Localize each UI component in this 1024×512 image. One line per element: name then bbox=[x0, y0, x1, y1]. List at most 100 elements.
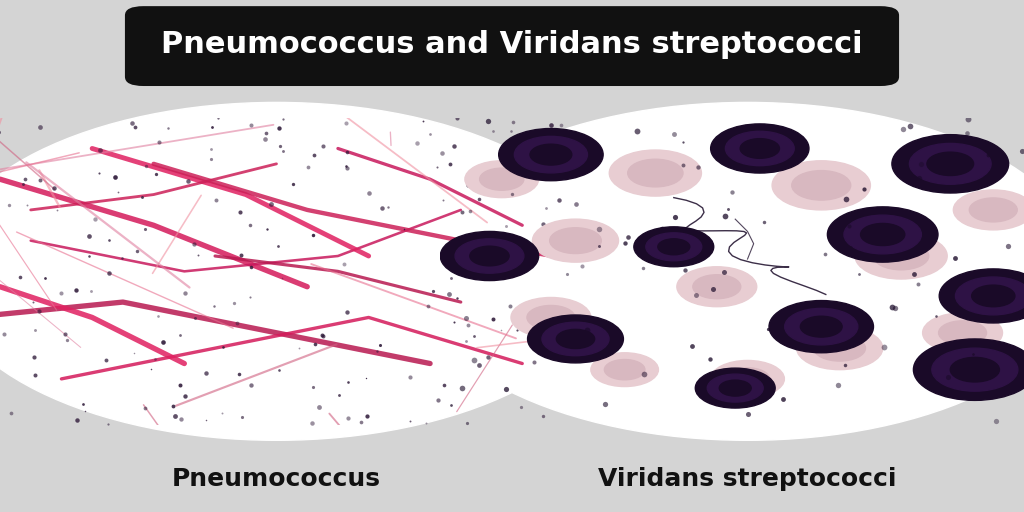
Point bbox=[418, 419, 434, 428]
Circle shape bbox=[725, 368, 770, 390]
Point bbox=[242, 221, 258, 229]
Point bbox=[462, 207, 478, 216]
Circle shape bbox=[769, 301, 873, 353]
Point bbox=[339, 308, 355, 316]
Text: Pneumococcus: Pneumococcus bbox=[172, 467, 381, 490]
Point bbox=[454, 383, 470, 392]
Point bbox=[243, 121, 259, 130]
Point bbox=[101, 236, 118, 244]
Circle shape bbox=[913, 339, 1024, 400]
Point bbox=[851, 270, 867, 279]
Point bbox=[717, 211, 733, 220]
Point bbox=[429, 396, 445, 404]
Point bbox=[503, 126, 519, 135]
Point bbox=[176, 289, 193, 297]
Point bbox=[339, 148, 355, 157]
Point bbox=[203, 144, 219, 153]
Point bbox=[436, 380, 453, 389]
Point bbox=[186, 313, 203, 322]
Point bbox=[591, 242, 607, 250]
Point bbox=[443, 273, 460, 282]
Point bbox=[138, 162, 155, 170]
Point bbox=[147, 355, 164, 364]
Point bbox=[339, 163, 355, 172]
FancyBboxPatch shape bbox=[125, 6, 899, 86]
Point bbox=[794, 145, 810, 153]
Point bbox=[688, 290, 705, 298]
Point bbox=[466, 332, 482, 340]
Point bbox=[654, 224, 671, 232]
Circle shape bbox=[479, 168, 524, 190]
Point bbox=[357, 374, 374, 382]
Point bbox=[616, 239, 633, 247]
Point bbox=[928, 226, 944, 234]
Point bbox=[591, 225, 607, 233]
Point bbox=[493, 326, 509, 334]
Point bbox=[629, 126, 645, 135]
Point bbox=[1022, 142, 1024, 150]
Point bbox=[543, 121, 559, 129]
Point bbox=[459, 175, 475, 183]
Circle shape bbox=[719, 380, 752, 396]
Point bbox=[32, 123, 48, 131]
Circle shape bbox=[542, 322, 609, 356]
Point bbox=[372, 340, 388, 349]
Point bbox=[838, 195, 854, 203]
Point bbox=[52, 289, 69, 297]
Circle shape bbox=[0, 102, 614, 440]
Point bbox=[136, 225, 153, 233]
Point bbox=[179, 177, 196, 185]
Point bbox=[1021, 374, 1024, 382]
Point bbox=[69, 286, 85, 294]
Circle shape bbox=[772, 161, 870, 210]
Point bbox=[87, 215, 103, 223]
Circle shape bbox=[410, 102, 1024, 440]
Point bbox=[460, 321, 476, 329]
Point bbox=[535, 412, 551, 420]
Point bbox=[134, 193, 151, 201]
Point bbox=[499, 385, 515, 393]
Point bbox=[353, 418, 370, 426]
Point bbox=[291, 344, 307, 352]
Circle shape bbox=[953, 190, 1024, 230]
Circle shape bbox=[532, 219, 618, 262]
Circle shape bbox=[499, 129, 603, 181]
Point bbox=[1021, 226, 1024, 234]
Circle shape bbox=[844, 215, 922, 254]
Circle shape bbox=[873, 242, 929, 270]
Point bbox=[270, 124, 287, 133]
Circle shape bbox=[556, 329, 595, 349]
Circle shape bbox=[711, 360, 784, 397]
Point bbox=[155, 338, 171, 346]
Circle shape bbox=[514, 136, 588, 173]
Point bbox=[172, 381, 188, 389]
Point bbox=[3, 410, 19, 418]
Point bbox=[939, 169, 955, 177]
Point bbox=[621, 232, 637, 241]
Point bbox=[100, 269, 117, 277]
Point bbox=[45, 184, 61, 193]
Circle shape bbox=[827, 207, 938, 262]
Point bbox=[26, 353, 42, 361]
Point bbox=[479, 117, 496, 125]
Circle shape bbox=[695, 368, 775, 408]
Point bbox=[435, 196, 452, 204]
Point bbox=[271, 366, 288, 374]
Circle shape bbox=[677, 267, 757, 307]
Point bbox=[461, 248, 477, 257]
Circle shape bbox=[927, 152, 974, 176]
Point bbox=[339, 414, 355, 422]
Point bbox=[1, 201, 17, 209]
Point bbox=[429, 163, 445, 171]
Point bbox=[204, 123, 220, 131]
Point bbox=[450, 257, 466, 265]
Circle shape bbox=[527, 315, 624, 363]
Point bbox=[515, 171, 531, 179]
Circle shape bbox=[693, 275, 740, 298]
Point bbox=[338, 162, 354, 170]
Point bbox=[14, 180, 31, 188]
Point bbox=[884, 303, 900, 311]
Circle shape bbox=[955, 277, 1024, 315]
Point bbox=[498, 222, 514, 230]
Point bbox=[479, 235, 496, 243]
